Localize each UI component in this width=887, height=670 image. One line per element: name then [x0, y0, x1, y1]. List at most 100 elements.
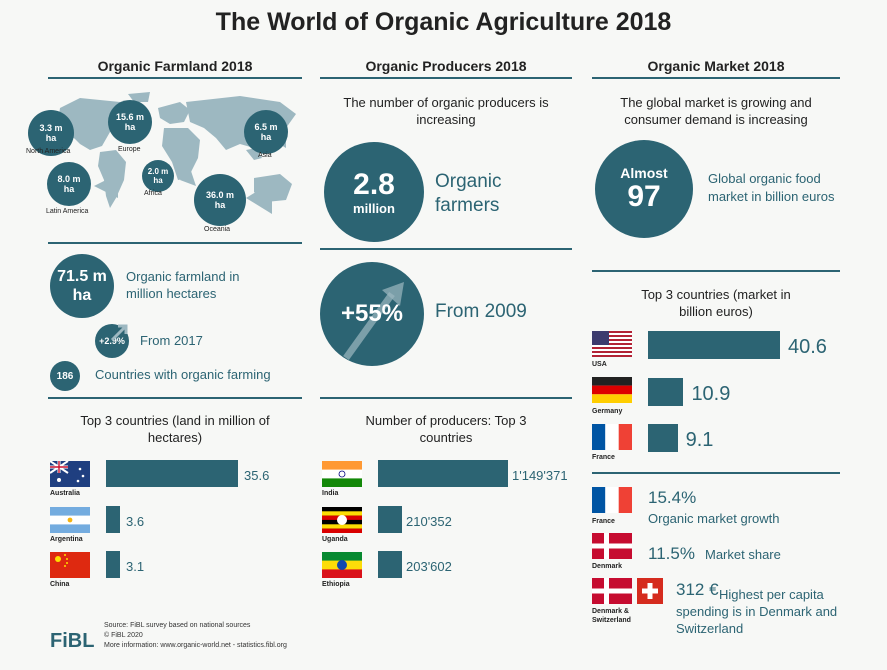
ethiopia-label: Ethiopia [322, 581, 350, 588]
ethiopia-flag-icon [322, 552, 362, 578]
farmland-countries-value: 186 [56, 370, 74, 382]
bar-germany [648, 378, 684, 406]
region-north-america-bubble: 3.3 m ha [28, 110, 74, 156]
france-flag-icon [592, 424, 632, 450]
market-divider-1 [592, 270, 840, 272]
france-label: France [592, 454, 615, 461]
region-oceania-bubble: 36.0 m ha [194, 174, 246, 226]
footer-copyright: © FiBL 2020 [104, 632, 143, 639]
farmland-growth-value: +2.9% [99, 336, 125, 346]
producers-top-heading: Number of producers: Top 3 countries [365, 413, 527, 445]
denmark-capita-flag-icon [592, 578, 632, 604]
region-europe-bubble: 15.6 m ha [108, 100, 152, 144]
denmark-label: Denmark [592, 563, 622, 570]
market-growth-value: 15.4% [648, 488, 697, 507]
footer-more-info: More information: www.organic-world.net … [104, 642, 287, 649]
bar-ethiopia [378, 551, 402, 578]
india-flag-icon [322, 461, 362, 487]
bar-value-usa: 40.6 [788, 336, 827, 358]
argentina-label: Argentina [50, 536, 83, 543]
germany-flag-icon [592, 377, 632, 403]
bar-value-china: 3.1 [126, 559, 145, 574]
market-subtitle: The global market is growing and consume… [620, 95, 812, 127]
region-oceania-value: 36.0 m ha [205, 190, 235, 210]
france-growth-label: France [592, 518, 615, 525]
market-share-value: 11.5% [648, 544, 695, 563]
bar-value-australia: 35.6 [244, 468, 270, 483]
farmland-heading: Organic Farmland 2018 [97, 58, 253, 74]
producers-subtitle: The number of organic producers is incre… [343, 95, 549, 127]
bar-argentina [106, 506, 120, 533]
farmland-total-label: Organic farmland in million hectares [126, 269, 240, 301]
region-latin-america-bubble: 8.0 m ha [47, 162, 91, 206]
region-europe-value: 15.6 m ha [115, 112, 145, 132]
producers-heading: Organic Producers 2018 [365, 58, 527, 74]
market-heading: Organic Market 2018 [647, 58, 785, 74]
market-top-heading: Top 3 countries (market in billion euros… [641, 287, 791, 319]
region-africa-value: 2.0 m ha [147, 167, 169, 185]
bar-value-argentina: 3.6 [126, 514, 145, 529]
market-divider-2 [592, 472, 840, 474]
producers-heading-rule [320, 77, 572, 79]
farmers-unit: million [353, 200, 395, 216]
market-almost-value: 97 [627, 180, 661, 213]
bar-value-uganda: 210'352 [406, 514, 452, 529]
bar-india [378, 460, 508, 487]
farmers-value: 2.8 [353, 167, 395, 201]
china-label: China [50, 581, 70, 588]
bar-usa [648, 331, 780, 359]
australia-label: Australia [50, 490, 80, 497]
bar-value-france: 9.1 [685, 429, 714, 451]
farmland-countries-bubble: 186 [50, 361, 80, 391]
bar-australia [106, 460, 238, 487]
usa-label: USA [592, 361, 607, 368]
capita-country-label: Denmark & Switzerland [592, 608, 631, 624]
producers-growth-bubble: +55% [320, 262, 424, 366]
farmland-top-heading: Top 3 countries (land in million of hect… [80, 413, 270, 445]
producers-divider-2 [320, 397, 572, 399]
bar-china [106, 551, 120, 578]
region-north-america-label: North America [26, 148, 71, 155]
bar-value-india: 1'149'371 [512, 468, 568, 483]
uganda-flag-icon [322, 507, 362, 533]
region-latin-america-label: Latin America [46, 208, 89, 215]
producers-growth-arrow-icon [343, 282, 404, 360]
bar-france [648, 424, 678, 452]
market-total-text: Global organic food market in billion eu… [708, 171, 835, 204]
australia-flag-icon [50, 461, 90, 487]
farmland-heading-rule [48, 77, 302, 79]
farmland-total-value: 71.5 m ha [57, 267, 107, 304]
farmers-bubble: 2.8 million [324, 142, 424, 242]
uganda-label: Uganda [322, 536, 348, 543]
region-asia-label: Asia [258, 152, 272, 159]
market-heading-rule [592, 77, 840, 79]
bar-value-ethiopia: 203'602 [406, 559, 452, 574]
region-africa-label: Africa [144, 190, 162, 197]
usa-flag-icon [592, 331, 632, 357]
market-total-bubble: Almost 97 [595, 140, 693, 238]
farmland-countries-label: Countries with organic farming [95, 367, 271, 382]
bar-value-germany: 10.9 [691, 383, 731, 405]
growth-arrow-icon [110, 324, 128, 342]
region-asia-value: 6.5 m ha [254, 122, 278, 142]
region-latin-america-value: 8.0 m ha [57, 174, 81, 194]
capita-label: Highest per capita spending is in Denmar… [676, 587, 838, 636]
farmland-divider-1 [48, 242, 302, 244]
market-share-label: Market share [705, 547, 781, 562]
denmark-flag-icon [592, 533, 632, 559]
region-europe-label: Europe [118, 146, 141, 153]
market-growth-label: Organic market growth [648, 511, 780, 526]
capita-value: 312 € [676, 580, 719, 599]
argentina-flag-icon [50, 507, 90, 533]
region-africa-bubble: 2.0 m ha [142, 160, 174, 192]
farmland-growth-label: From 2017 [140, 333, 203, 348]
france-growth-flag-icon [592, 487, 632, 513]
farmers-label: Organic farmers [435, 171, 502, 216]
footer-source: Source: FiBL survey based on national so… [104, 622, 251, 629]
farmland-divider-2 [48, 397, 302, 399]
switzerland-flag-icon [637, 578, 663, 604]
region-north-america-value: 3.3 m ha [39, 123, 63, 143]
market-almost-label: Almost [620, 165, 668, 181]
region-oceania-label: Oceania [204, 226, 231, 233]
bar-uganda [378, 506, 402, 533]
